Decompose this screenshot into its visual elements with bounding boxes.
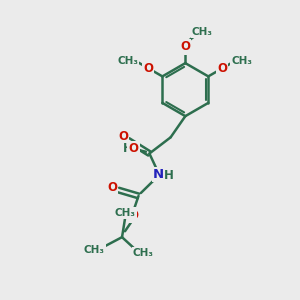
Text: CH₃: CH₃ [117, 56, 138, 66]
Text: CH₃: CH₃ [133, 248, 154, 258]
Text: CH₃: CH₃ [115, 208, 136, 218]
Text: O: O [118, 130, 128, 143]
Text: O: O [217, 62, 227, 75]
Text: O: O [143, 62, 153, 75]
Text: O: O [180, 40, 190, 53]
Text: O: O [128, 208, 138, 222]
Text: H: H [164, 169, 174, 182]
Text: O: O [128, 142, 139, 155]
Text: CH₃: CH₃ [232, 56, 253, 66]
Text: O: O [107, 181, 117, 194]
Text: N: N [153, 168, 164, 181]
Text: H: H [123, 142, 133, 155]
Text: CH₃: CH₃ [84, 245, 105, 255]
Text: CH₃: CH₃ [192, 27, 213, 37]
